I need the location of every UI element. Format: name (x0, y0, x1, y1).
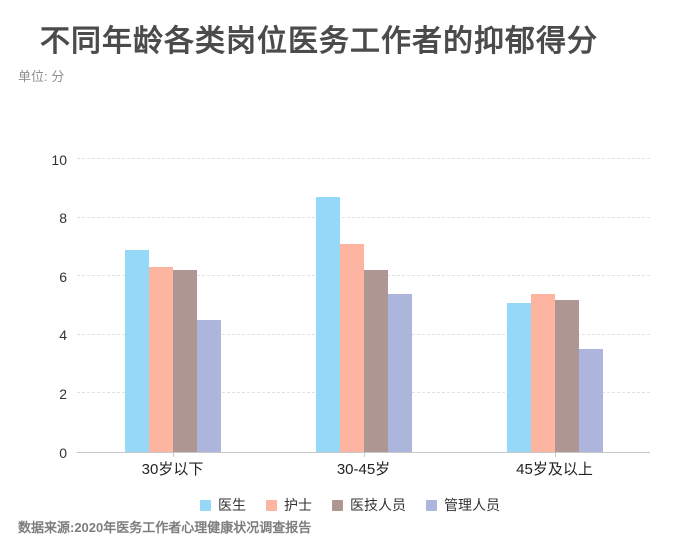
bars-layer (77, 159, 650, 452)
gridline (77, 216, 650, 218)
source-note: 数据来源:2020年医务工作者心理健康状况调查报告 (18, 520, 312, 535)
gridline (77, 158, 650, 159)
y-axis-tick-label: 8 (59, 210, 67, 227)
legend-item: 医技人员 (332, 495, 406, 515)
legend-swatch-icon (426, 499, 437, 511)
legend-swatch-icon (200, 499, 211, 511)
bar (387, 294, 412, 452)
bar (172, 270, 197, 452)
x-axis-category-label: 45岁及以上 (516, 461, 593, 478)
bar (196, 320, 221, 452)
y-axis-tick-label: 10 (51, 151, 67, 168)
bar-group (268, 159, 459, 452)
x-axis-category-label: 30-45岁 (336, 461, 391, 478)
y-axis-tick-label: 4 (59, 327, 67, 344)
bar (148, 267, 173, 452)
x-axis-tick (364, 453, 365, 457)
chart-title: 不同年龄各类岗位医务工作者的抑郁得分 (40, 25, 598, 58)
unit-label: 单位: 分 (18, 69, 65, 84)
x-axis-category-label: 30岁以下 (141, 461, 204, 478)
x-axis-line (77, 452, 650, 453)
legend-item: 管理人员 (426, 495, 500, 515)
legend-swatch-icon (332, 499, 343, 511)
legend-label: 医技人员 (350, 497, 406, 513)
plot-area: 0 2 4 6 8 10 (51, 152, 650, 461)
x-axis-labels: 30岁以下 30-45岁 45岁及以上 (77, 458, 650, 479)
bar (554, 300, 579, 452)
y-axis-tick-label: 6 (59, 268, 67, 285)
bar (124, 250, 149, 452)
y-axis-tick-label: 0 (59, 444, 67, 461)
bar-group (459, 159, 650, 452)
legend: 医生 护士 医技人员 管理人员 (0, 495, 700, 515)
bar (315, 197, 340, 452)
legend-label: 医生 (218, 497, 246, 513)
y-axis-tick-label: 2 (59, 385, 67, 402)
legend-item: 护士 (266, 495, 312, 515)
legend-label: 管理人员 (444, 497, 500, 513)
legend-item: 医生 (200, 495, 246, 515)
legend-swatch-icon (266, 499, 277, 511)
bar-group (77, 159, 268, 452)
bar (339, 244, 364, 452)
bar (530, 294, 555, 452)
legend-label: 护士 (284, 497, 312, 513)
x-axis-tick (173, 453, 174, 457)
x-axis-tick (555, 453, 556, 457)
bar (506, 303, 531, 452)
bar (363, 270, 388, 452)
bar (578, 349, 603, 452)
